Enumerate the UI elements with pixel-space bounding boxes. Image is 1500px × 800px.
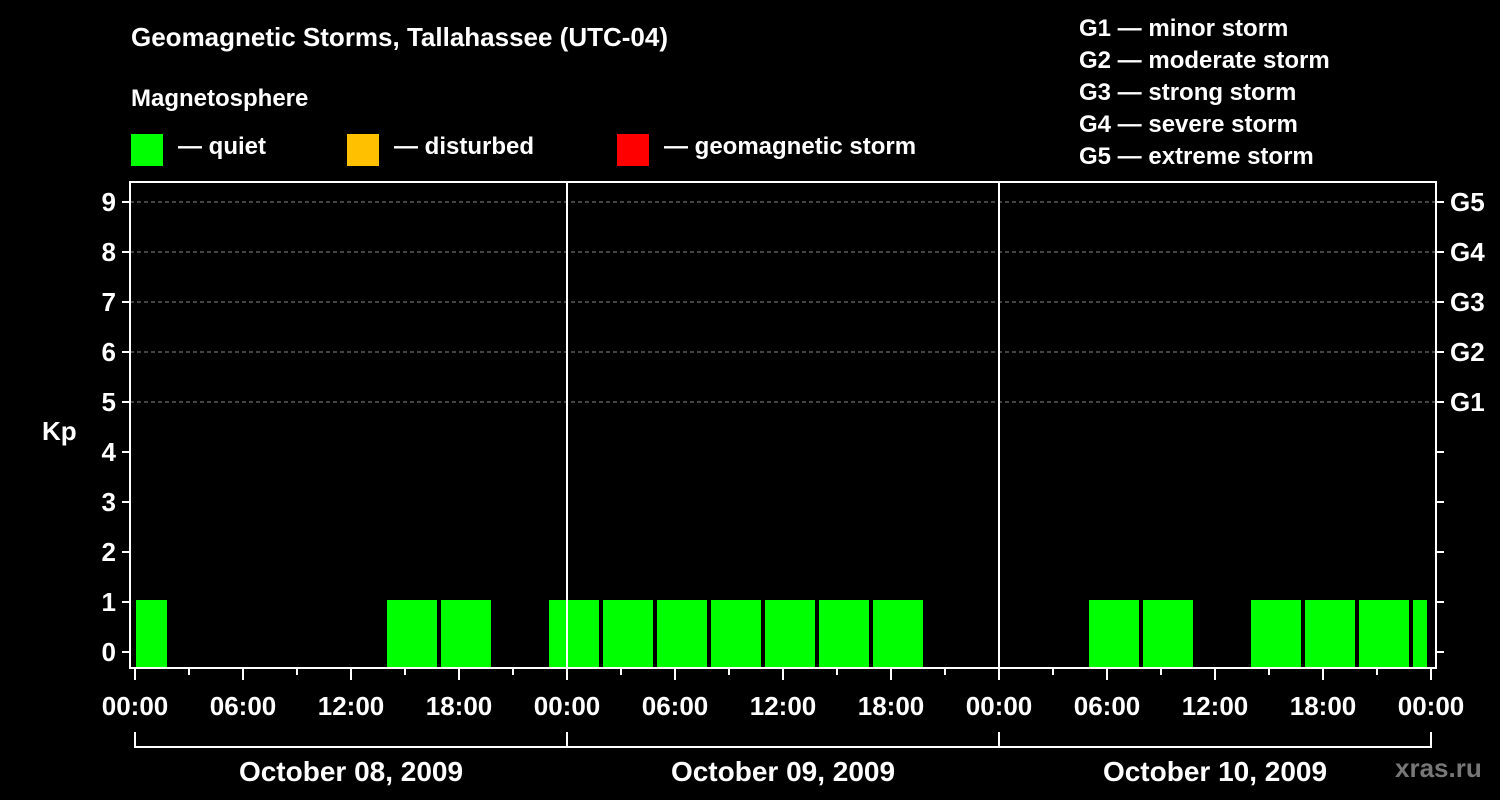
grid-lines [130, 201, 1436, 403]
y-tick-label: 0 [102, 637, 116, 667]
day-label: October 10, 2009 [1103, 756, 1327, 787]
storm-axis-label: G3 [1450, 287, 1485, 317]
kp-bar [1413, 600, 1427, 668]
storm-scale-g4: G4 — severe storm [1079, 111, 1298, 138]
legend-swatch-disturbed [347, 134, 379, 166]
legend-label-storm: — geomagnetic storm [664, 133, 917, 160]
x-tick-label: 12:00 [1182, 691, 1249, 721]
day-label: October 09, 2009 [671, 756, 895, 787]
y-tick-label: 7 [102, 287, 116, 317]
kp-bar [603, 600, 653, 668]
x-tick-label: 12:00 [318, 691, 385, 721]
kp-bar [1251, 600, 1301, 668]
storm-axis-label: G2 [1450, 337, 1485, 367]
kp-bar [1359, 600, 1409, 668]
chart-title: Geomagnetic Storms, Tallahassee (UTC-04) [131, 22, 669, 52]
kp-bar [1305, 600, 1355, 668]
storm-scale-g3: G3 — strong storm [1079, 79, 1297, 106]
x-tick-label: 00:00 [966, 691, 1033, 721]
y-tick-label: 1 [102, 587, 116, 617]
x-tick-label: 12:00 [750, 691, 817, 721]
y-tick-label: 6 [102, 337, 116, 367]
legend-label-quiet: — quiet [178, 133, 266, 160]
plot-frame [129, 181, 1437, 669]
x-tick-label: 18:00 [1290, 691, 1357, 721]
kp-bar [711, 600, 761, 668]
kp-bar [765, 600, 815, 668]
kp-bar [441, 600, 491, 668]
legend-label-disturbed: — disturbed [394, 133, 535, 160]
y-tick-label: 9 [102, 187, 116, 217]
kp-bar [819, 600, 869, 668]
storm-axis-label: G4 [1450, 237, 1485, 267]
x-tick-label: 06:00 [210, 691, 277, 721]
chart-subtitle: Magnetosphere [131, 85, 309, 112]
storm-axis-label: G1 [1450, 387, 1485, 417]
x-tick-label: 00:00 [1398, 691, 1465, 721]
y-tick-label: 8 [102, 237, 116, 267]
storm-scale-g2: G2 — moderate storm [1079, 47, 1330, 74]
kp-bar [657, 600, 707, 668]
day-label: October 08, 2009 [239, 756, 463, 787]
storm-scale-g5: G5 — extreme storm [1079, 143, 1314, 170]
storm-axis-label: G5 [1450, 187, 1485, 217]
x-tick-label: 00:00 [102, 691, 169, 721]
watermark: xras.ru [1395, 753, 1482, 783]
kp-bar [1089, 600, 1139, 668]
kp-bars [136, 600, 1427, 668]
y-axis-label: Kp [42, 416, 77, 446]
x-tick-label: 18:00 [858, 691, 925, 721]
x-tick-label: 06:00 [1074, 691, 1141, 721]
y-tick-label: 3 [102, 487, 116, 517]
kp-bar [387, 600, 437, 668]
x-tick-label: 00:00 [534, 691, 601, 721]
kp-bar [1143, 600, 1193, 668]
axes: 0 1 2 3 4 5 6 7 8 9 G1 G2 G3 G4 G5 00:00 06:00 12:00 18:00… [102, 181, 1485, 787]
kp-bar [136, 600, 167, 668]
x-tick-label: 18:00 [426, 691, 493, 721]
x-tick-label: 06:00 [642, 691, 709, 721]
legend-swatch-quiet [131, 134, 163, 166]
y-tick-label: 2 [102, 537, 116, 567]
storm-scale-g1: G1 — minor storm [1079, 15, 1289, 42]
kp-bar [549, 600, 599, 668]
y-tick-label: 5 [102, 387, 116, 417]
y-tick-label: 4 [102, 437, 117, 467]
kp-bar [873, 600, 923, 668]
legend-swatch-storm [617, 134, 649, 166]
